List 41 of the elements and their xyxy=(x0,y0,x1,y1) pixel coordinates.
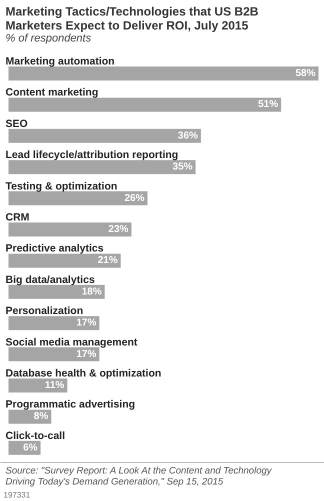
source-note: Source: "Survey Report: A Look At the Content and Technology Driving Today's Demand Generation," Sep 15, 2015 xyxy=(6,466,273,488)
data-label: 58% xyxy=(295,68,316,79)
y-tick-label: Testing & optimization xyxy=(6,180,118,192)
y-tick-label: Programmatic advertising xyxy=(6,398,136,411)
y-tick-label: Personalization xyxy=(6,305,84,318)
data-label: 18% xyxy=(82,286,102,298)
y-tick-label: CRM xyxy=(6,212,30,224)
bar xyxy=(8,66,318,80)
y-tick-label: Lead lifecycle/attribution reporting xyxy=(6,149,178,162)
data-label: 21% xyxy=(98,255,118,266)
data-label: 11% xyxy=(44,380,64,391)
y-tick-label: SEO xyxy=(6,118,28,130)
y-tick-label: Social media management xyxy=(6,336,138,348)
bar xyxy=(8,316,100,330)
data-label: 23% xyxy=(108,224,129,235)
data-label: 51% xyxy=(258,99,278,110)
y-tick-label: Click-to-call xyxy=(6,430,66,442)
bar xyxy=(8,347,100,362)
data-label: 17% xyxy=(76,318,96,329)
bar xyxy=(8,222,132,236)
bar xyxy=(8,284,105,299)
y-tick-label: Database health & optimization xyxy=(6,368,162,380)
y-tick-label: Predictive analytics xyxy=(6,242,104,255)
bar xyxy=(8,160,196,174)
chart-title: Marketing Tactics/Technologies that US B2B Marketers Expect to Deliver ROI, July 2015 xyxy=(6,4,259,32)
bar xyxy=(8,191,148,206)
data-label: 6% xyxy=(23,442,38,454)
chart-subtitle: % of respondents xyxy=(6,32,92,44)
text: 197331 xyxy=(4,490,31,500)
bar xyxy=(8,128,201,143)
y-tick-label: Marketing automation xyxy=(6,56,115,68)
y-tick-label: Content marketing xyxy=(6,86,98,99)
data-label: 26% xyxy=(124,192,145,204)
data-label: 8% xyxy=(34,411,48,422)
y-tick-label: Big data/analytics xyxy=(6,274,95,286)
bar xyxy=(8,254,121,268)
bar xyxy=(8,378,68,392)
data-label: 17% xyxy=(76,348,96,360)
data-label: 35% xyxy=(172,162,193,173)
data-label: 36% xyxy=(178,130,198,142)
bar xyxy=(8,98,282,112)
